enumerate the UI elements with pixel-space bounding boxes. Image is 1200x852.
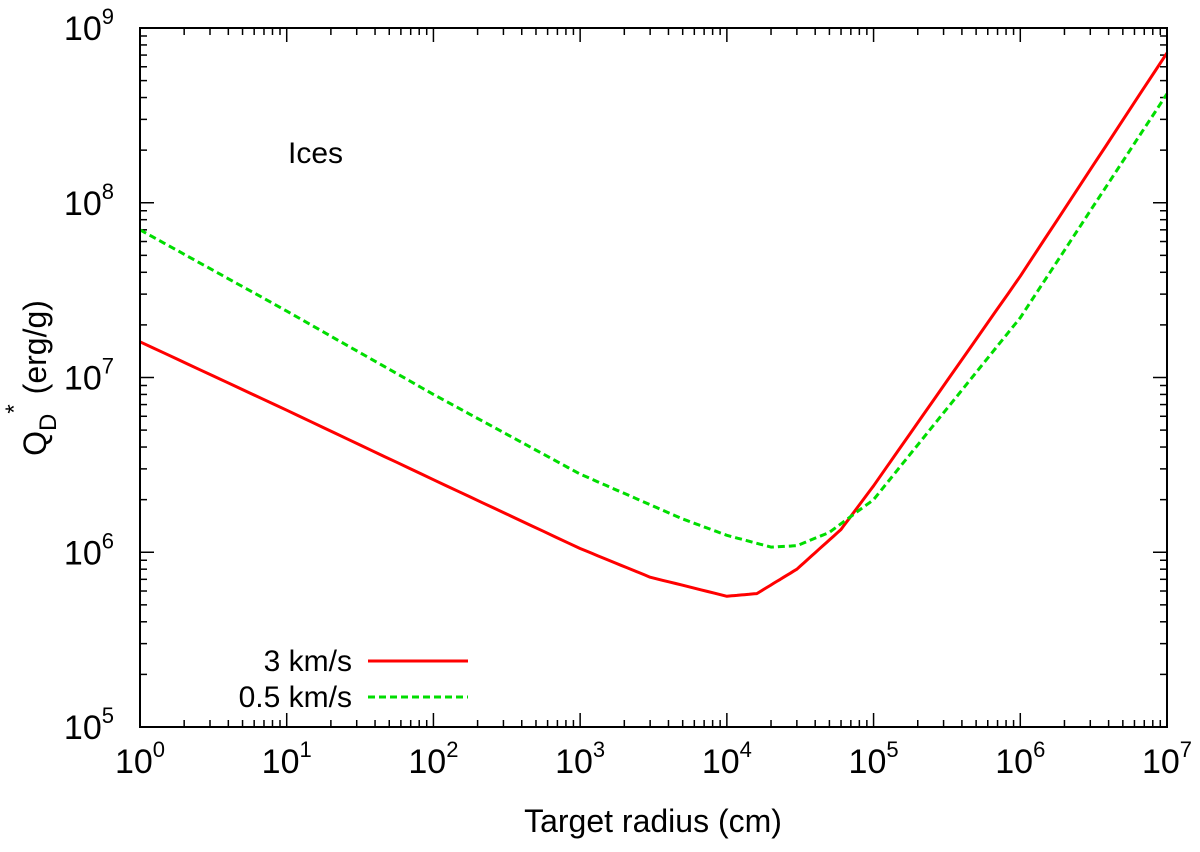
x-tick-label: 100 [115,737,165,781]
x-tick-label: 102 [408,737,458,781]
y-axis-title: QD * (erg/g) [1,300,62,456]
svg-text:QD*(erg/g): QD * (erg/g) [1,300,62,456]
series-line-0 [139,52,1169,598]
y-tick-label: 107 [64,354,114,398]
y-tick-label: 109 [64,4,114,48]
legend-label-3kms: 3 km/s [264,645,352,678]
y-axis-title-unit: (erg/g) [17,300,53,394]
annotation-ices: Ices [288,137,343,170]
x-tick-label: 104 [702,737,752,781]
y-tick-label: 105 [64,703,114,747]
x-tick-label: 106 [995,737,1045,781]
x-tick-label: 101 [262,737,312,781]
y-tick-label: 108 [64,179,114,223]
y-axis-title-superscript: * [1,404,28,413]
y-axis-title-subscript: D [35,414,62,431]
y-tick-label: 106 [64,528,114,572]
x-tick-label: 105 [849,737,899,781]
series-lines [139,52,1169,598]
y-tick-labels: 105 106 107 108 109 [64,4,114,747]
legend: 3 km/s 0.5 km/s [239,645,468,714]
series-line-1 [139,92,1169,549]
x-axis-title: Target radius (cm) [524,803,782,839]
tick-marks [139,28,1167,728]
x-tick-label: 107 [1142,737,1192,781]
legend-label-05kms: 0.5 km/s [239,681,352,714]
x-tick-label: 103 [555,737,605,781]
x-tick-labels: 100 101 102 103 104 105 106 107 [115,737,1192,781]
plot-frame [139,27,1168,728]
y-axis-title-main: Q [17,431,53,456]
